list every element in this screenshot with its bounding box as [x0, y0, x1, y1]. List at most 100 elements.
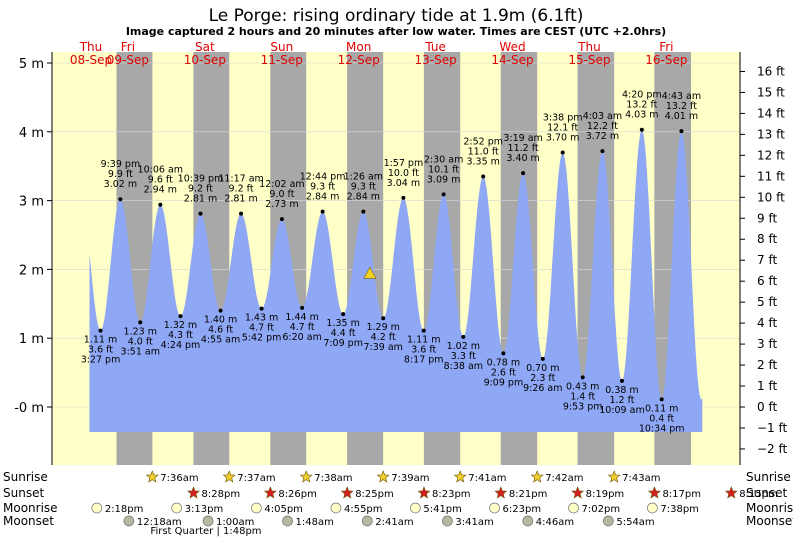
moonset-icon	[123, 515, 135, 527]
low-tide-label: 0.70 m	[526, 363, 559, 374]
left-tick-label: -0 m	[14, 401, 44, 416]
axes: -0 m 1 m 2 m 3 m 4 m 5 m −2 ft −1 ft 0 ft 1 ft 2 f…	[14, 52, 788, 465]
sunrise-time: 7:36am	[160, 473, 198, 484]
sunrise-icon	[530, 470, 544, 483]
sunset-row-label: Sunset	[3, 486, 44, 500]
moon-phase: First Quarter | 1:48pm	[150, 526, 261, 537]
high-tide-label: 13.2 ft	[626, 100, 657, 111]
high-tide-label: 3:19 am	[503, 133, 542, 144]
low-tide-label: 4.3 ft	[168, 330, 193, 341]
day-headers: Thu08-SepFri09-SepSat10-SepSun11-SepMon1…	[70, 40, 688, 67]
low-tide-point	[218, 308, 223, 313]
moonset-row-label: Moonset	[3, 514, 54, 528]
moonset-time: 4:46am	[536, 517, 574, 528]
low-tide-label: 0.78 m	[487, 357, 520, 368]
left-tick-label: 3 m	[19, 195, 44, 210]
moonset-time: 12:18am	[137, 517, 182, 528]
moonset-time: 1:00am	[216, 517, 254, 528]
day-name: Fri	[121, 40, 135, 54]
high-tide-label: 11:17 am	[218, 174, 263, 185]
high-tide-point	[560, 150, 565, 155]
right-tick-label: 9 ft	[757, 211, 777, 225]
moonrise-icon	[647, 502, 658, 514]
low-tide-label: 0.38 m	[605, 385, 638, 396]
sunset-time: 8:26pm	[278, 489, 317, 500]
low-tide-label: 3.3 ft	[451, 351, 476, 362]
sunset-icon	[187, 486, 200, 499]
day-date: 16-Sep	[645, 53, 687, 67]
low-tide-point	[98, 328, 103, 333]
tide-fill	[89, 129, 703, 432]
moonrise-time: 7:38pm	[660, 504, 699, 515]
low-tide-label: 3.6 ft	[88, 345, 113, 356]
low-tide-label: 1.35 m	[326, 318, 359, 329]
high-tide-label: 4:03 am	[583, 111, 622, 122]
tide-area	[89, 129, 703, 432]
high-tide-label: 3:38 pm	[543, 112, 583, 123]
moonset-icon	[442, 515, 453, 527]
sunset-time: 8:15pm	[739, 489, 778, 500]
low-tide-label: 8:17 pm	[404, 355, 444, 366]
high-tide-point	[401, 195, 406, 200]
sunrise-time: 7:42am	[545, 473, 583, 484]
high-tide-label: 4:20 pm	[622, 90, 662, 101]
high-tide-label: 2.84 m	[306, 192, 339, 203]
extreme-labels: 1.11 m3.6 ft3:27 pm9:39 pm9.9 ft3.02 m1.…	[81, 90, 701, 435]
low-tide-label: 9:09 pm	[484, 377, 524, 388]
sunset-time: 8:23pm	[432, 489, 471, 500]
day-date: 12-Sep	[338, 53, 380, 67]
moonrise-row-label: Moonrise	[3, 501, 58, 515]
sunset-icon	[494, 486, 508, 499]
day-name: Tue	[424, 40, 446, 54]
low-tide-label: 10:34 pm	[639, 423, 685, 434]
low-tide-label: 4.4 ft	[331, 328, 356, 339]
high-tide-label: 9.0 ft	[269, 189, 294, 200]
day-date: 15-Sep	[568, 53, 610, 67]
day-name: Wed	[499, 40, 525, 54]
sunset-time: 8:25pm	[355, 489, 394, 500]
high-tide-label: 9.9 ft	[108, 169, 133, 180]
low-tide-label: 4.7 ft	[290, 322, 315, 333]
high-tide-label: 3.09 m	[427, 174, 460, 185]
right-tick-label: −2 ft	[757, 442, 788, 456]
right-tick-label: 8 ft	[757, 232, 777, 246]
low-tide-label: 1.2 ft	[609, 395, 634, 406]
high-tide-label: 2.84 m	[347, 192, 380, 203]
sunset-time: 8:19pm	[586, 489, 625, 500]
high-tide-label: 9.2 ft	[188, 184, 213, 195]
sunset-time: 8:21pm	[509, 489, 548, 500]
low-tide-label: 10:09 am	[599, 405, 644, 416]
sunset-time: 8:28pm	[202, 489, 241, 500]
moonset-icon	[361, 515, 373, 527]
low-tide-point	[381, 316, 386, 321]
high-tide-point	[198, 211, 203, 216]
high-tide-point	[158, 202, 163, 207]
right-tick-label: 16 ft	[757, 64, 785, 78]
moonset-icon	[202, 515, 214, 527]
low-tide-label: 1.23 m	[124, 326, 157, 337]
high-tide-label: 9.2 ft	[229, 184, 254, 195]
low-tide-point	[138, 320, 143, 325]
high-tide-label: 3.04 m	[387, 178, 420, 189]
moonset-row-label-right: Moonset	[746, 514, 793, 528]
high-tide-label: 1:57 pm	[384, 158, 424, 169]
low-tide-label: 1.11 m	[407, 335, 440, 346]
high-tide-label: 1:26 am	[344, 172, 383, 183]
sunset-icon	[647, 486, 661, 499]
low-tide-label: 4:24 pm	[161, 340, 201, 351]
high-tide-label: 3.35 m	[466, 157, 499, 168]
low-tide-label: 1.29 m	[366, 322, 399, 333]
moonset-time: 2:41am	[375, 517, 413, 528]
current-tide-marker	[363, 266, 377, 279]
low-tide-label: 9:26 am	[523, 383, 562, 394]
day-date: 11-Sep	[261, 53, 303, 67]
high-tide-point	[361, 209, 366, 214]
day-date: 13-Sep	[414, 53, 456, 67]
sunrise-icon	[607, 470, 621, 483]
day-date: 10-Sep	[184, 53, 226, 67]
right-tick-label: 14 ft	[757, 106, 785, 120]
high-tide-point	[320, 209, 325, 214]
high-tide-label: 13.2 ft	[666, 101, 697, 112]
day-name: Thu	[577, 40, 601, 54]
right-tick-label: 3 ft	[757, 337, 777, 351]
